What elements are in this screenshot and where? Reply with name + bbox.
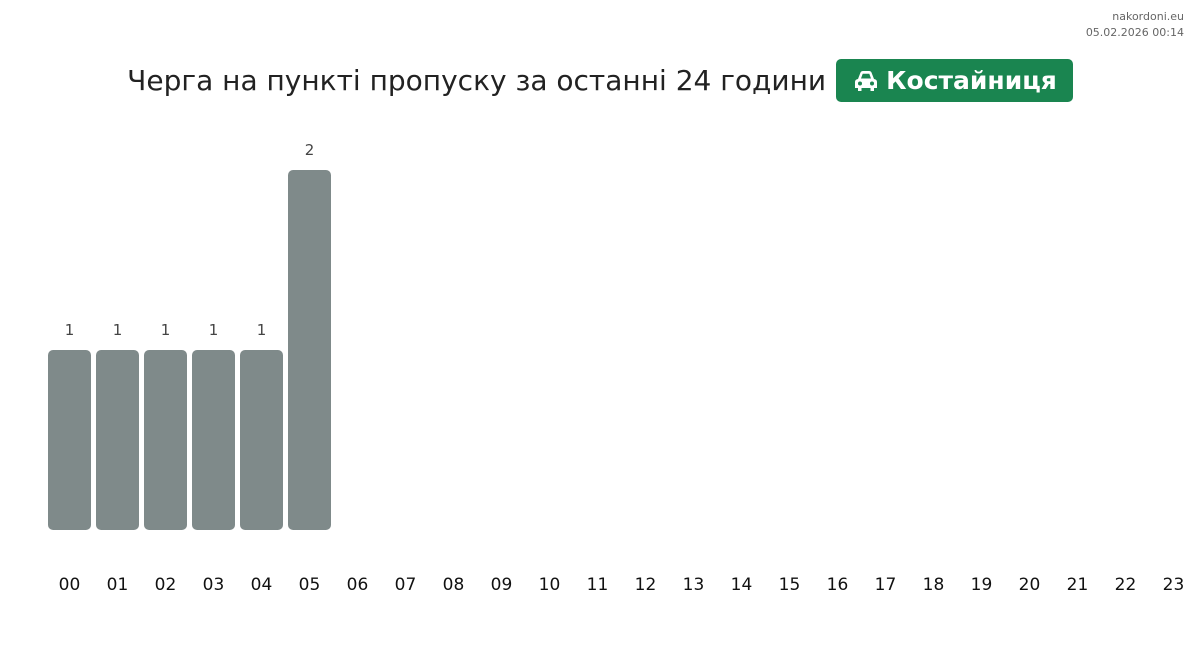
meta: nakordoni.eu 05.02.2026 00:14 — [1086, 9, 1184, 41]
x-tick-label: 19 — [971, 575, 993, 595]
header: Черга на пункті пропуску за останні 24 г… — [0, 59, 1200, 102]
badge-text: Костайниця — [886, 66, 1057, 95]
timestamp: 05.02.2026 00:14 — [1085, 26, 1184, 39]
x-tick-label: 16 — [827, 575, 849, 595]
x-tick-label: 11 — [587, 575, 609, 595]
value-label: 1 — [161, 321, 171, 339]
source: nakordoni.eu — [1112, 10, 1184, 23]
x-tick-label: 07 — [395, 575, 417, 595]
x-tick-label: 22 — [1115, 575, 1137, 595]
x-tick-label: 09 — [491, 575, 513, 595]
value-label: 1 — [113, 321, 123, 339]
x-tick-label: 15 — [779, 575, 801, 595]
x-tick-label: 10 — [539, 575, 561, 595]
x-tick-label: 23 — [1163, 575, 1185, 595]
x-tick-label: 02 — [155, 575, 177, 595]
x-tick-label: 12 — [635, 575, 657, 595]
x-tick-label: 08 — [443, 575, 465, 595]
x-tick-label: 03 — [203, 575, 225, 595]
x-tick-label: 14 — [731, 575, 753, 595]
x-tick-label: 13 — [683, 575, 705, 595]
chart-title: Черга на пункті пропуску за останні 24 г… — [127, 64, 827, 97]
car-icon — [855, 70, 878, 91]
bar — [240, 350, 283, 530]
value-label: 2 — [305, 141, 315, 159]
x-tick-label: 01 — [107, 575, 129, 595]
x-tick-label: 20 — [1019, 575, 1041, 595]
bar — [48, 350, 91, 530]
value-label: 1 — [257, 321, 267, 339]
value-label: 1 — [65, 321, 75, 339]
x-tick-label: 00 — [59, 575, 81, 595]
x-tick-label: 04 — [251, 575, 273, 595]
x-tick-label: 06 — [347, 575, 369, 595]
bar — [192, 350, 235, 530]
x-tick-label: 17 — [875, 575, 897, 595]
bar — [96, 350, 139, 530]
value-label: 1 — [209, 321, 219, 339]
bar — [288, 170, 331, 530]
bar — [144, 350, 187, 530]
x-tick-label: 18 — [923, 575, 945, 595]
x-tick-label: 21 — [1067, 575, 1089, 595]
x-tick-label: 05 — [299, 575, 321, 595]
checkpoint-badge: Костайниця — [836, 59, 1073, 102]
